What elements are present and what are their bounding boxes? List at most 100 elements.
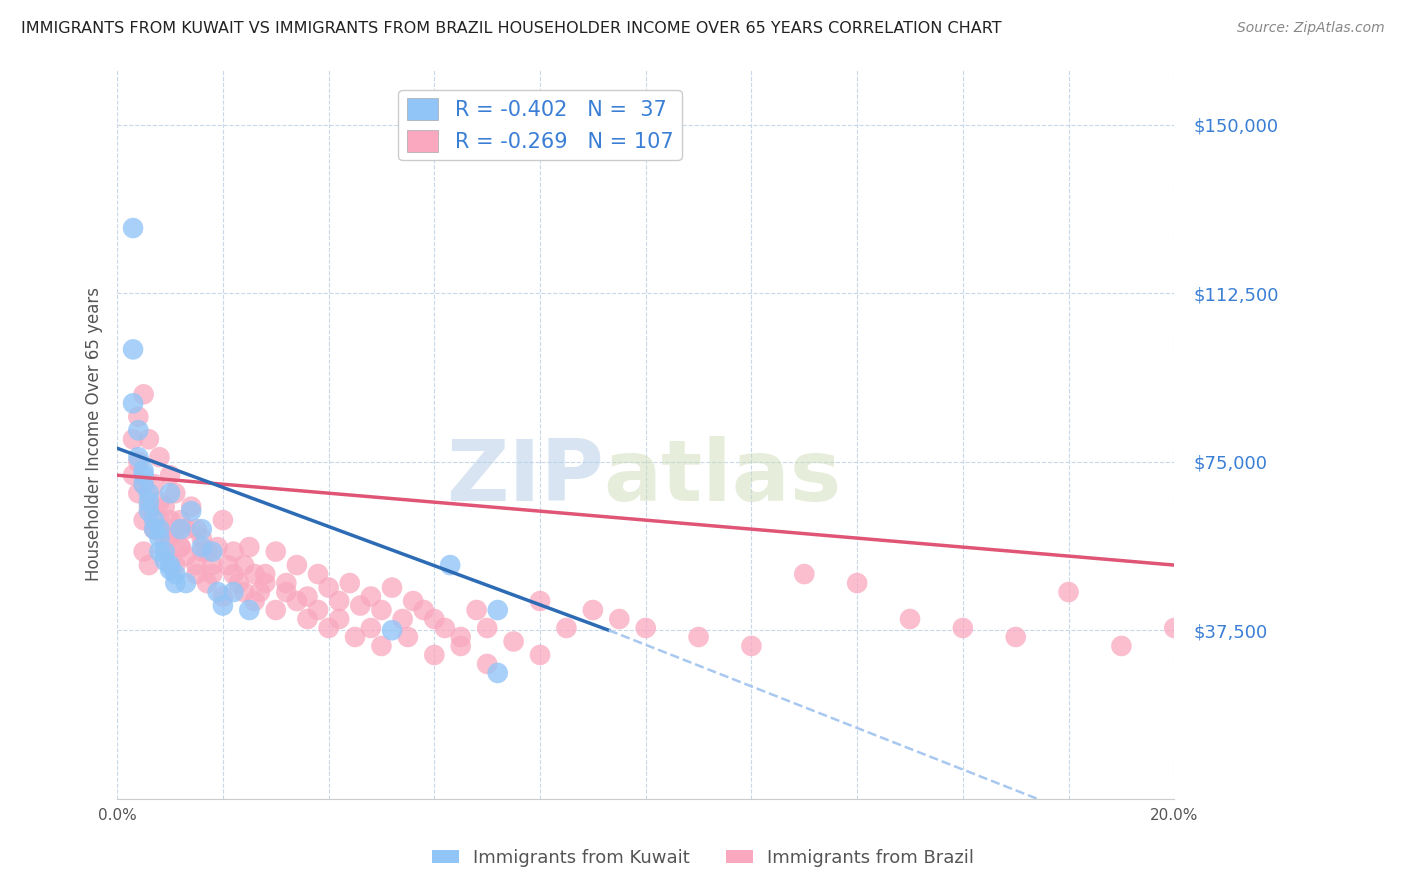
Point [148, 513, 170, 527]
Point [502, 634, 524, 648]
Point [212, 513, 235, 527]
Point [898, 612, 921, 626]
Point [846, 576, 869, 591]
Point [138, 495, 160, 509]
Point [360, 621, 382, 635]
Point [148, 522, 170, 536]
Point [433, 621, 456, 635]
Point [165, 576, 187, 591]
Point [360, 590, 382, 604]
Point [143, 522, 166, 536]
Point [122, 396, 145, 410]
Point [127, 450, 149, 465]
Point [127, 409, 149, 424]
Point [529, 594, 551, 608]
Point [276, 585, 298, 599]
Point [159, 563, 181, 577]
Text: IMMIGRANTS FROM KUWAIT VS IMMIGRANTS FROM BRAZIL HOUSEHOLDER INCOME OVER 65 YEAR: IMMIGRANTS FROM KUWAIT VS IMMIGRANTS FRO… [21, 21, 1001, 36]
Point [201, 558, 224, 572]
Point [207, 540, 229, 554]
Point [159, 531, 181, 545]
Point [297, 612, 319, 626]
Point [195, 544, 218, 558]
Point [285, 558, 308, 572]
Point [634, 621, 657, 635]
Point [254, 576, 277, 591]
Point [339, 576, 361, 591]
Point [190, 531, 212, 545]
Point [740, 639, 762, 653]
Point [169, 513, 191, 527]
Point [132, 477, 155, 491]
Point [153, 544, 176, 558]
Point [1111, 639, 1133, 653]
Point [122, 432, 145, 446]
Point [190, 540, 212, 554]
Point [186, 558, 208, 572]
Point [132, 513, 155, 527]
Point [122, 343, 145, 357]
Point [318, 581, 340, 595]
Point [132, 464, 155, 478]
Point [233, 558, 256, 572]
Point [486, 603, 509, 617]
Point [159, 513, 181, 527]
Point [475, 621, 498, 635]
Point [233, 585, 256, 599]
Point [186, 567, 208, 582]
Point [122, 221, 145, 235]
Point [132, 544, 155, 558]
Point [423, 612, 446, 626]
Point [186, 522, 208, 536]
Point [297, 590, 319, 604]
Point [607, 612, 630, 626]
Point [180, 500, 202, 514]
Point [391, 612, 413, 626]
Point [264, 603, 287, 617]
Point [127, 423, 149, 437]
Point [238, 540, 260, 554]
Point [1057, 585, 1080, 599]
Text: Source: ZipAtlas.com: Source: ZipAtlas.com [1237, 21, 1385, 35]
Point [143, 522, 166, 536]
Point [328, 594, 350, 608]
Point [582, 603, 605, 617]
Legend: R = -0.402   N =  37, R = -0.269   N = 107: R = -0.402 N = 37, R = -0.269 N = 107 [398, 90, 682, 161]
Point [169, 540, 191, 554]
Point [132, 477, 155, 491]
Point [153, 500, 176, 514]
Point [165, 486, 187, 500]
Point [344, 630, 367, 644]
Point [148, 450, 170, 465]
Point [475, 657, 498, 671]
Point [555, 621, 578, 635]
Point [190, 544, 212, 558]
Point [143, 513, 166, 527]
Point [138, 432, 160, 446]
Point [249, 585, 271, 599]
Point [132, 468, 155, 483]
Point [122, 468, 145, 483]
Point [1163, 621, 1185, 635]
Point [148, 495, 170, 509]
Point [153, 553, 176, 567]
Point [222, 567, 245, 582]
Point [169, 540, 191, 554]
Point [254, 567, 277, 582]
Text: ZIP: ZIP [446, 436, 603, 519]
Point [195, 576, 218, 591]
Point [148, 544, 170, 558]
Point [143, 522, 166, 536]
Point [688, 630, 710, 644]
Point [486, 665, 509, 680]
Point [276, 576, 298, 591]
Point [370, 603, 392, 617]
Point [159, 486, 181, 500]
Point [285, 594, 308, 608]
Point [138, 504, 160, 518]
Point [127, 455, 149, 469]
Point [381, 581, 404, 595]
Point [153, 531, 176, 545]
Point [793, 567, 815, 582]
Legend: Immigrants from Kuwait, Immigrants from Brazil: Immigrants from Kuwait, Immigrants from … [425, 842, 981, 874]
